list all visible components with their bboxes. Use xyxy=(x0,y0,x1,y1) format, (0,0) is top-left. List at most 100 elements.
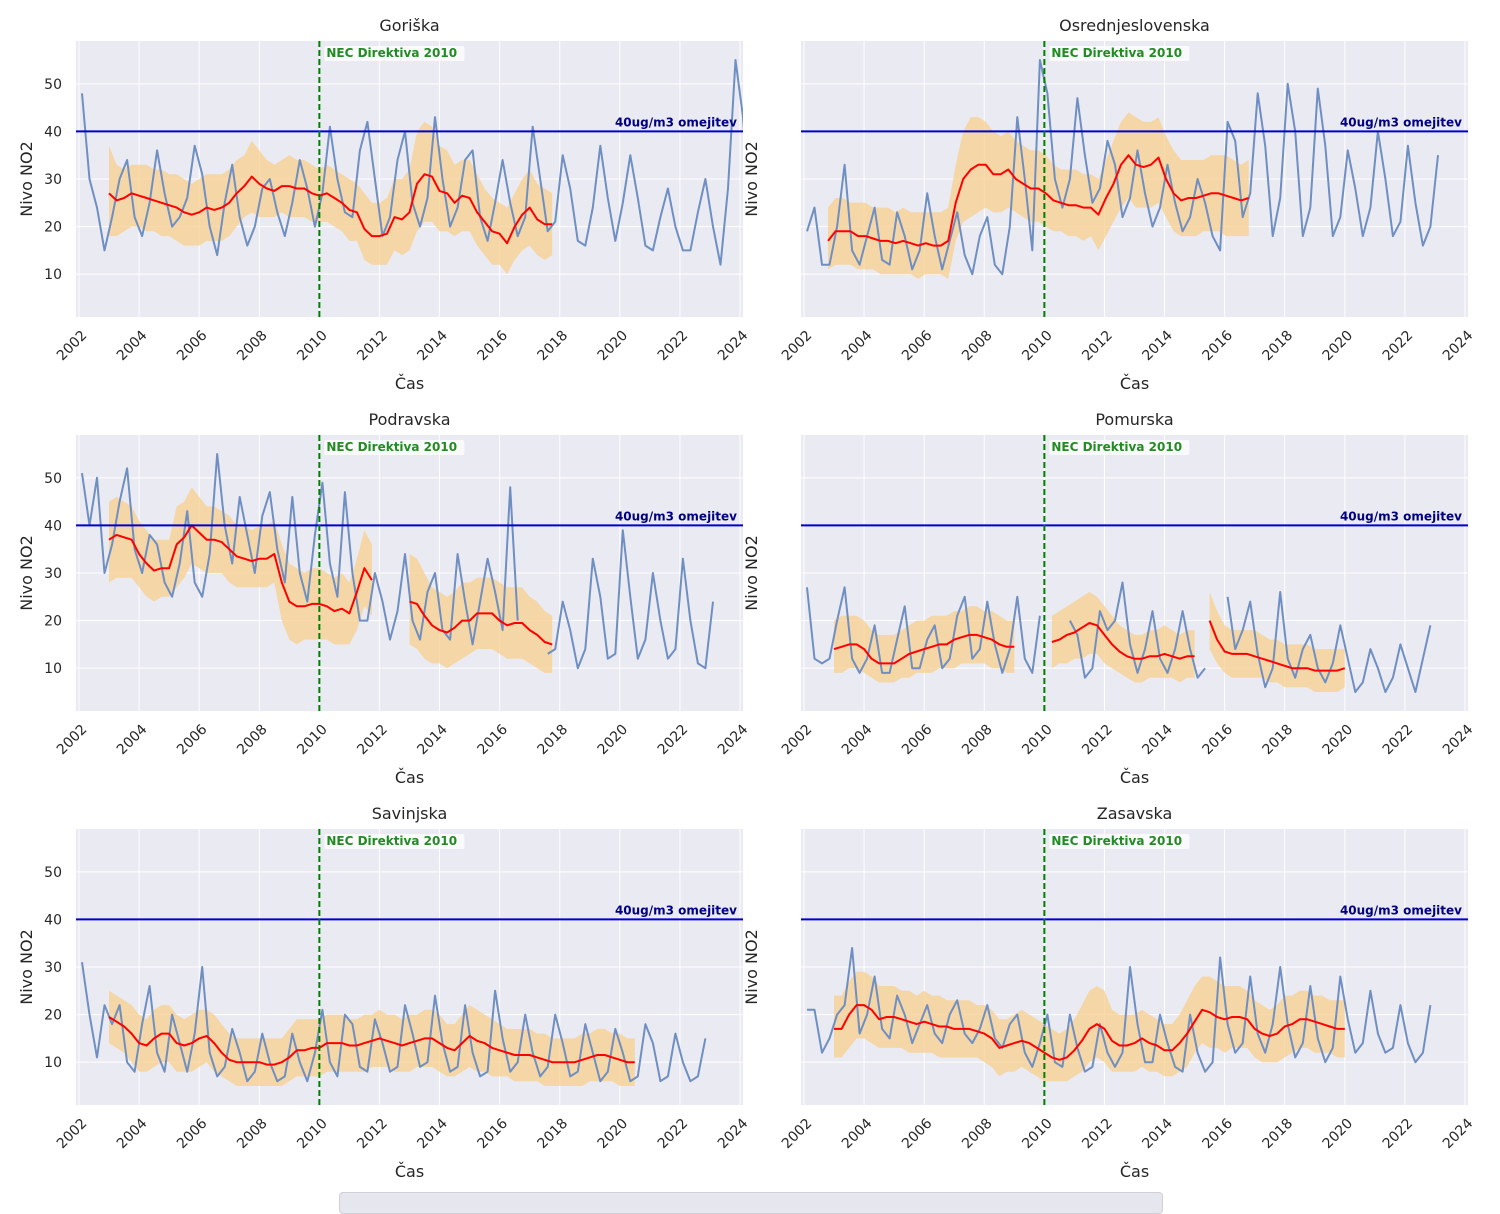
y-axis-label: Nivo NO2 xyxy=(17,141,36,217)
x-tick-label: 2018 xyxy=(1260,722,1297,759)
subplot-3: 40ug/m3 omejitev NEC Direktiva 2010 Pomurs… xyxy=(742,410,1476,787)
limit-line-label: 40ug/m3 omejitev xyxy=(1340,903,1462,917)
nec-line-label: NEC Direktiva 2010 xyxy=(1051,440,1182,454)
x-tick-label: 2008 xyxy=(959,1116,996,1153)
x-tick-label: 2010 xyxy=(1019,722,1056,759)
nec-label-box xyxy=(324,440,465,455)
subplot-1: 40ug/m3 omejitev NEC Direktiva 2010 Osredn… xyxy=(742,16,1476,393)
nec-label-box xyxy=(324,46,465,61)
x-tick-label: 2020 xyxy=(595,722,632,759)
x-tick-label: 2022 xyxy=(655,1116,692,1153)
x-tick-label: 2004 xyxy=(114,721,151,758)
nec-label-box xyxy=(324,834,465,849)
subplot-title: Goriška xyxy=(379,16,439,35)
x-tick-label: 2004 xyxy=(114,327,151,364)
subplot-0: 40ug/m3 omejitev NEC Direktiva 2010 Gorišk… xyxy=(17,16,752,393)
subplot-title: Pomurska xyxy=(1095,410,1173,429)
x-tick-label: 2006 xyxy=(899,1115,936,1152)
y-tick-label: 40 xyxy=(44,518,62,534)
x-tick-label: 2006 xyxy=(899,327,936,364)
x-tick-label: 2010 xyxy=(294,722,331,759)
subplot-title: Podravska xyxy=(369,410,451,429)
x-tick-label: 2014 xyxy=(1139,721,1176,758)
x-tick-label: 2018 xyxy=(1260,1116,1297,1153)
x-tick-label: 2004 xyxy=(839,327,876,364)
subplot-5: 40ug/m3 omejitev NEC Direktiva 2010 Zasavs… xyxy=(742,804,1476,1181)
x-tick-label: 2024 xyxy=(1440,721,1477,758)
x-tick-label: 2002 xyxy=(54,1116,91,1153)
series-group xyxy=(81,962,707,1086)
x-tick-label: 2020 xyxy=(1320,328,1357,365)
x-tick-label: 2018 xyxy=(535,328,572,365)
x-tick-label: 2016 xyxy=(474,1115,511,1152)
x-tick-label: 2008 xyxy=(234,1116,271,1153)
x-tick-label: 2006 xyxy=(174,1115,211,1152)
monthly-series-line xyxy=(806,59,1439,276)
x-tick-label: 2008 xyxy=(234,722,271,759)
x-tick-label: 2012 xyxy=(354,328,391,365)
x-tick-label: 2016 xyxy=(1199,1115,1236,1152)
x-tick-label: 2010 xyxy=(1019,1116,1056,1153)
x-axis-label: Čas xyxy=(395,374,424,393)
x-tick-label: 2012 xyxy=(354,722,391,759)
x-tick-label: 2010 xyxy=(294,1116,331,1153)
x-axis-label: Čas xyxy=(395,768,424,787)
monthly-series-line xyxy=(81,962,707,1083)
x-tick-label: 2006 xyxy=(174,721,211,758)
y-tick-label: 10 xyxy=(44,1055,62,1071)
rolling-mean-line xyxy=(834,1004,1345,1061)
nec-label-box xyxy=(1049,834,1190,849)
x-tick-label: 2014 xyxy=(414,721,451,758)
x-tick-label: 2020 xyxy=(1320,722,1357,759)
rolling-mean-line xyxy=(108,1016,635,1066)
x-axis-label: Čas xyxy=(1120,1162,1149,1181)
limit-line-label: 40ug/m3 omejitev xyxy=(615,115,737,129)
std-band xyxy=(834,592,1345,692)
y-tick-label: 50 xyxy=(44,77,62,93)
nec-line-label: NEC Direktiva 2010 xyxy=(1051,46,1182,60)
subplot-title: Osrednjeslovenska xyxy=(1059,16,1210,35)
x-tick-label: 2022 xyxy=(1380,1116,1417,1153)
rolling-mean-line xyxy=(108,173,553,245)
std-band xyxy=(828,112,1249,279)
rolling-mean-line xyxy=(827,154,1250,247)
x-tick-label: 2010 xyxy=(294,328,331,365)
legend-box xyxy=(339,1192,1163,1214)
x-tick-label: 2014 xyxy=(1139,327,1176,364)
subplot-2: 40ug/m3 omejitev NEC Direktiva 2010 Podrav… xyxy=(17,410,751,787)
x-tick-label: 2016 xyxy=(474,327,511,364)
x-tick-label: 2012 xyxy=(354,1116,391,1153)
x-axis-label: Čas xyxy=(1120,374,1149,393)
y-tick-label: 40 xyxy=(44,912,62,928)
nec-line-label: NEC Direktiva 2010 xyxy=(326,834,457,848)
y-tick-label: 30 xyxy=(44,566,62,582)
monthly-series-line xyxy=(807,947,1432,1073)
subplot-4: 40ug/m3 omejitev NEC Direktiva 2010 Savinj… xyxy=(17,804,751,1181)
x-tick-label: 2018 xyxy=(535,1116,572,1153)
x-tick-label: 2014 xyxy=(414,327,451,364)
y-axis-label: Nivo NO2 xyxy=(742,141,761,217)
series-group xyxy=(806,59,1439,279)
nec-line-label: NEC Direktiva 2010 xyxy=(326,46,457,60)
monthly-series-line xyxy=(81,453,714,670)
limit-line-label: 40ug/m3 omejitev xyxy=(615,903,737,917)
subplot-title: Zasavska xyxy=(1097,804,1173,823)
x-tick-label: 2016 xyxy=(474,721,511,758)
x-tick-label: 2022 xyxy=(655,328,692,365)
series-group xyxy=(807,947,1432,1082)
x-tick-label: 2024 xyxy=(1440,1115,1477,1152)
x-tick-label: 2022 xyxy=(1380,328,1417,365)
y-tick-label: 10 xyxy=(44,661,62,677)
x-axis-label: Čas xyxy=(395,1162,424,1181)
x-tick-label: 2024 xyxy=(715,1115,752,1152)
x-tick-label: 2010 xyxy=(1019,328,1056,365)
subplot-title: Savinjska xyxy=(372,804,448,823)
x-tick-label: 2008 xyxy=(234,328,271,365)
x-tick-label: 2024 xyxy=(715,327,752,364)
monthly-series-line xyxy=(806,581,1432,693)
x-tick-label: 2018 xyxy=(535,722,572,759)
x-tick-label: 2002 xyxy=(779,328,816,365)
y-axis-label: Nivo NO2 xyxy=(17,929,36,1005)
series-group xyxy=(81,59,743,275)
